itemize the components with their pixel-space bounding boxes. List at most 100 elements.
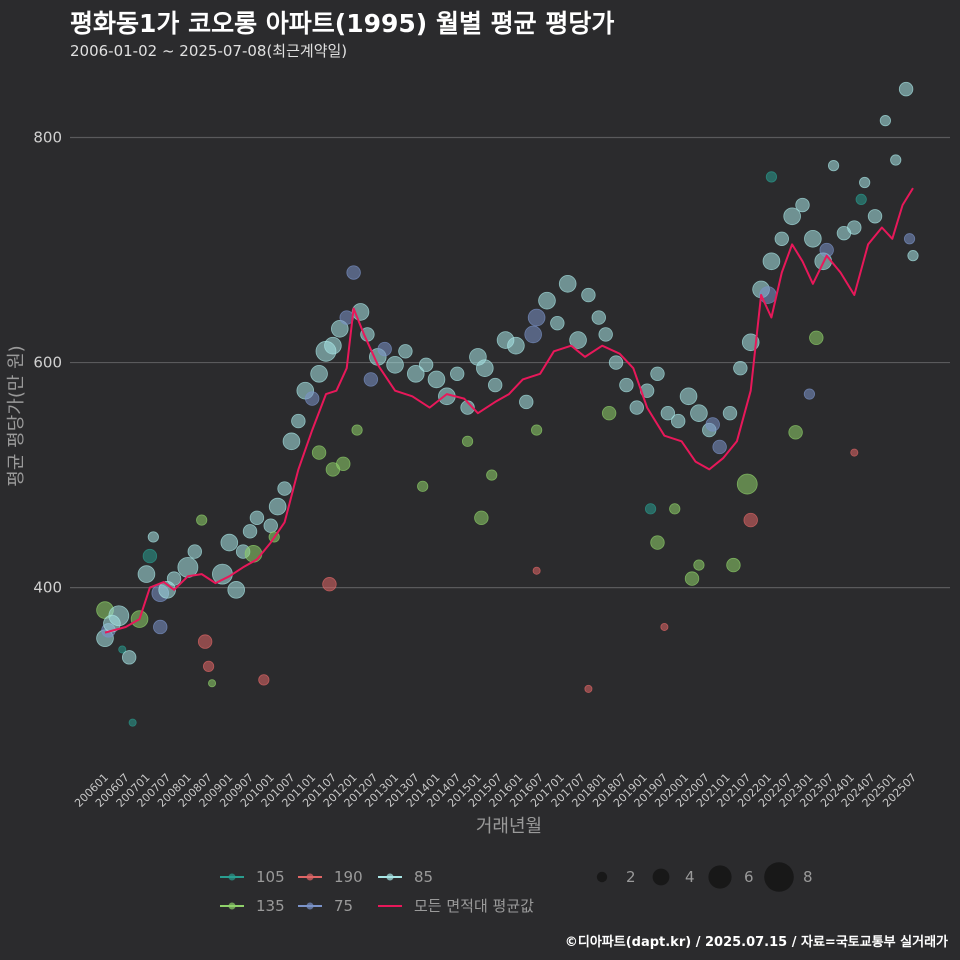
y-axis-ticks: 400 600 800 (33, 129, 62, 597)
data-point-85 (907, 250, 919, 262)
data-point-85 (795, 197, 810, 213)
data-point-135 (736, 473, 758, 495)
data-point-85 (538, 291, 556, 310)
data-point-85 (660, 405, 676, 421)
size-legend-marker (652, 868, 670, 886)
data-point-135 (351, 424, 363, 436)
data-point-190 (197, 634, 213, 649)
data-point-75 (712, 439, 727, 455)
data-point-135 (486, 469, 498, 481)
data-point-85 (783, 207, 801, 226)
data-point-135 (531, 424, 543, 436)
data-point-75 (527, 308, 546, 327)
data-point-135 (693, 559, 705, 571)
legend-marker-105 (228, 873, 236, 881)
data-point-75 (304, 391, 320, 406)
chart-subtitle: 2006-01-02 ~ 2025-07-08(최근계약일) (70, 42, 348, 60)
data-point-85 (166, 571, 182, 586)
data-point-85 (507, 336, 525, 355)
legend-label-75: 75 (334, 897, 353, 915)
y-tick-label: 600 (33, 354, 62, 372)
data-point-75 (903, 233, 916, 245)
legend-label-105: 105 (256, 868, 285, 886)
size-legend-label: 4 (685, 868, 695, 886)
data-point-135 (336, 456, 351, 472)
data-point-190 (584, 684, 593, 693)
data-point-85 (690, 404, 708, 422)
data-point-190 (660, 622, 669, 631)
data-point-190 (743, 512, 758, 528)
data-point-85 (386, 356, 404, 374)
data-point-85 (108, 605, 130, 627)
data-point-85 (121, 650, 137, 665)
data-point-85 (804, 229, 822, 248)
data-point-75 (524, 325, 542, 344)
legend-marker-85 (386, 873, 394, 881)
data-point-135 (684, 571, 700, 586)
data-point-85 (670, 413, 686, 429)
average-line-group (104, 187, 914, 634)
data-point-135 (244, 545, 263, 563)
data-point-85 (581, 287, 596, 303)
data-point-85 (263, 518, 278, 533)
data-point-135 (650, 535, 665, 550)
data-point-85 (227, 581, 246, 599)
data-point-85 (679, 387, 698, 406)
legend-label-85: 85 (414, 868, 433, 886)
data-point-85 (450, 366, 465, 382)
footer-credit: ©디아파트(dapt.kr) / 2025.07.15 / 자료=국토교통부 실… (564, 935, 948, 950)
data-point-85 (242, 524, 258, 539)
data-point-75 (346, 265, 361, 280)
data-point-85 (827, 160, 840, 172)
legend-marker-190 (306, 873, 314, 881)
data-point-135 (669, 503, 681, 515)
size-legend-marker (708, 865, 732, 889)
data-point-135 (196, 514, 208, 526)
data-point-85 (569, 331, 587, 349)
y-tick-label: 800 (33, 129, 62, 147)
data-point-85 (331, 319, 349, 338)
data-point-190 (202, 660, 215, 672)
data-point-85 (476, 359, 494, 377)
data-point-85 (137, 565, 156, 583)
data-point-85 (487, 377, 503, 393)
data-point-85 (220, 533, 239, 552)
data-point-85 (774, 231, 789, 246)
data-point-135 (809, 330, 824, 345)
average-line (104, 187, 914, 634)
legend-marker-135 (228, 902, 236, 910)
data-point-85 (147, 531, 159, 543)
data-point-75 (377, 341, 392, 357)
data-point-85 (591, 310, 606, 325)
legend-marker-75 (306, 902, 314, 910)
data-point-85 (847, 220, 862, 235)
data-point-135 (788, 425, 803, 440)
data-point-85 (733, 360, 748, 376)
data-point-105 (142, 548, 158, 564)
data-point-135 (601, 405, 617, 421)
data-point-85 (722, 405, 738, 421)
data-point-85 (212, 563, 233, 585)
x-axis-ticks: 2006012006072007012007072008012008072009… (72, 771, 919, 810)
data-points (96, 81, 919, 727)
size-legend-marker (764, 862, 794, 892)
data-point-85 (158, 581, 176, 599)
data-point-85 (282, 432, 301, 451)
data-point-85 (879, 115, 891, 127)
data-point-190 (850, 448, 859, 457)
y-axis-label: 평균 평당가(만 원) (6, 345, 27, 486)
data-point-85 (608, 355, 624, 370)
data-point-85 (558, 274, 577, 293)
data-point-85 (550, 315, 565, 331)
data-point-85 (268, 497, 287, 516)
data-point-85 (427, 370, 446, 389)
size-legend-label: 6 (744, 868, 754, 886)
data-point-85 (310, 365, 328, 383)
data-point-135 (726, 557, 741, 573)
data-point-75 (705, 417, 720, 432)
size-legend-label: 2 (626, 868, 636, 886)
size-legend-label: 8 (803, 868, 813, 886)
data-point-135 (461, 435, 474, 447)
data-point-190 (258, 674, 270, 686)
